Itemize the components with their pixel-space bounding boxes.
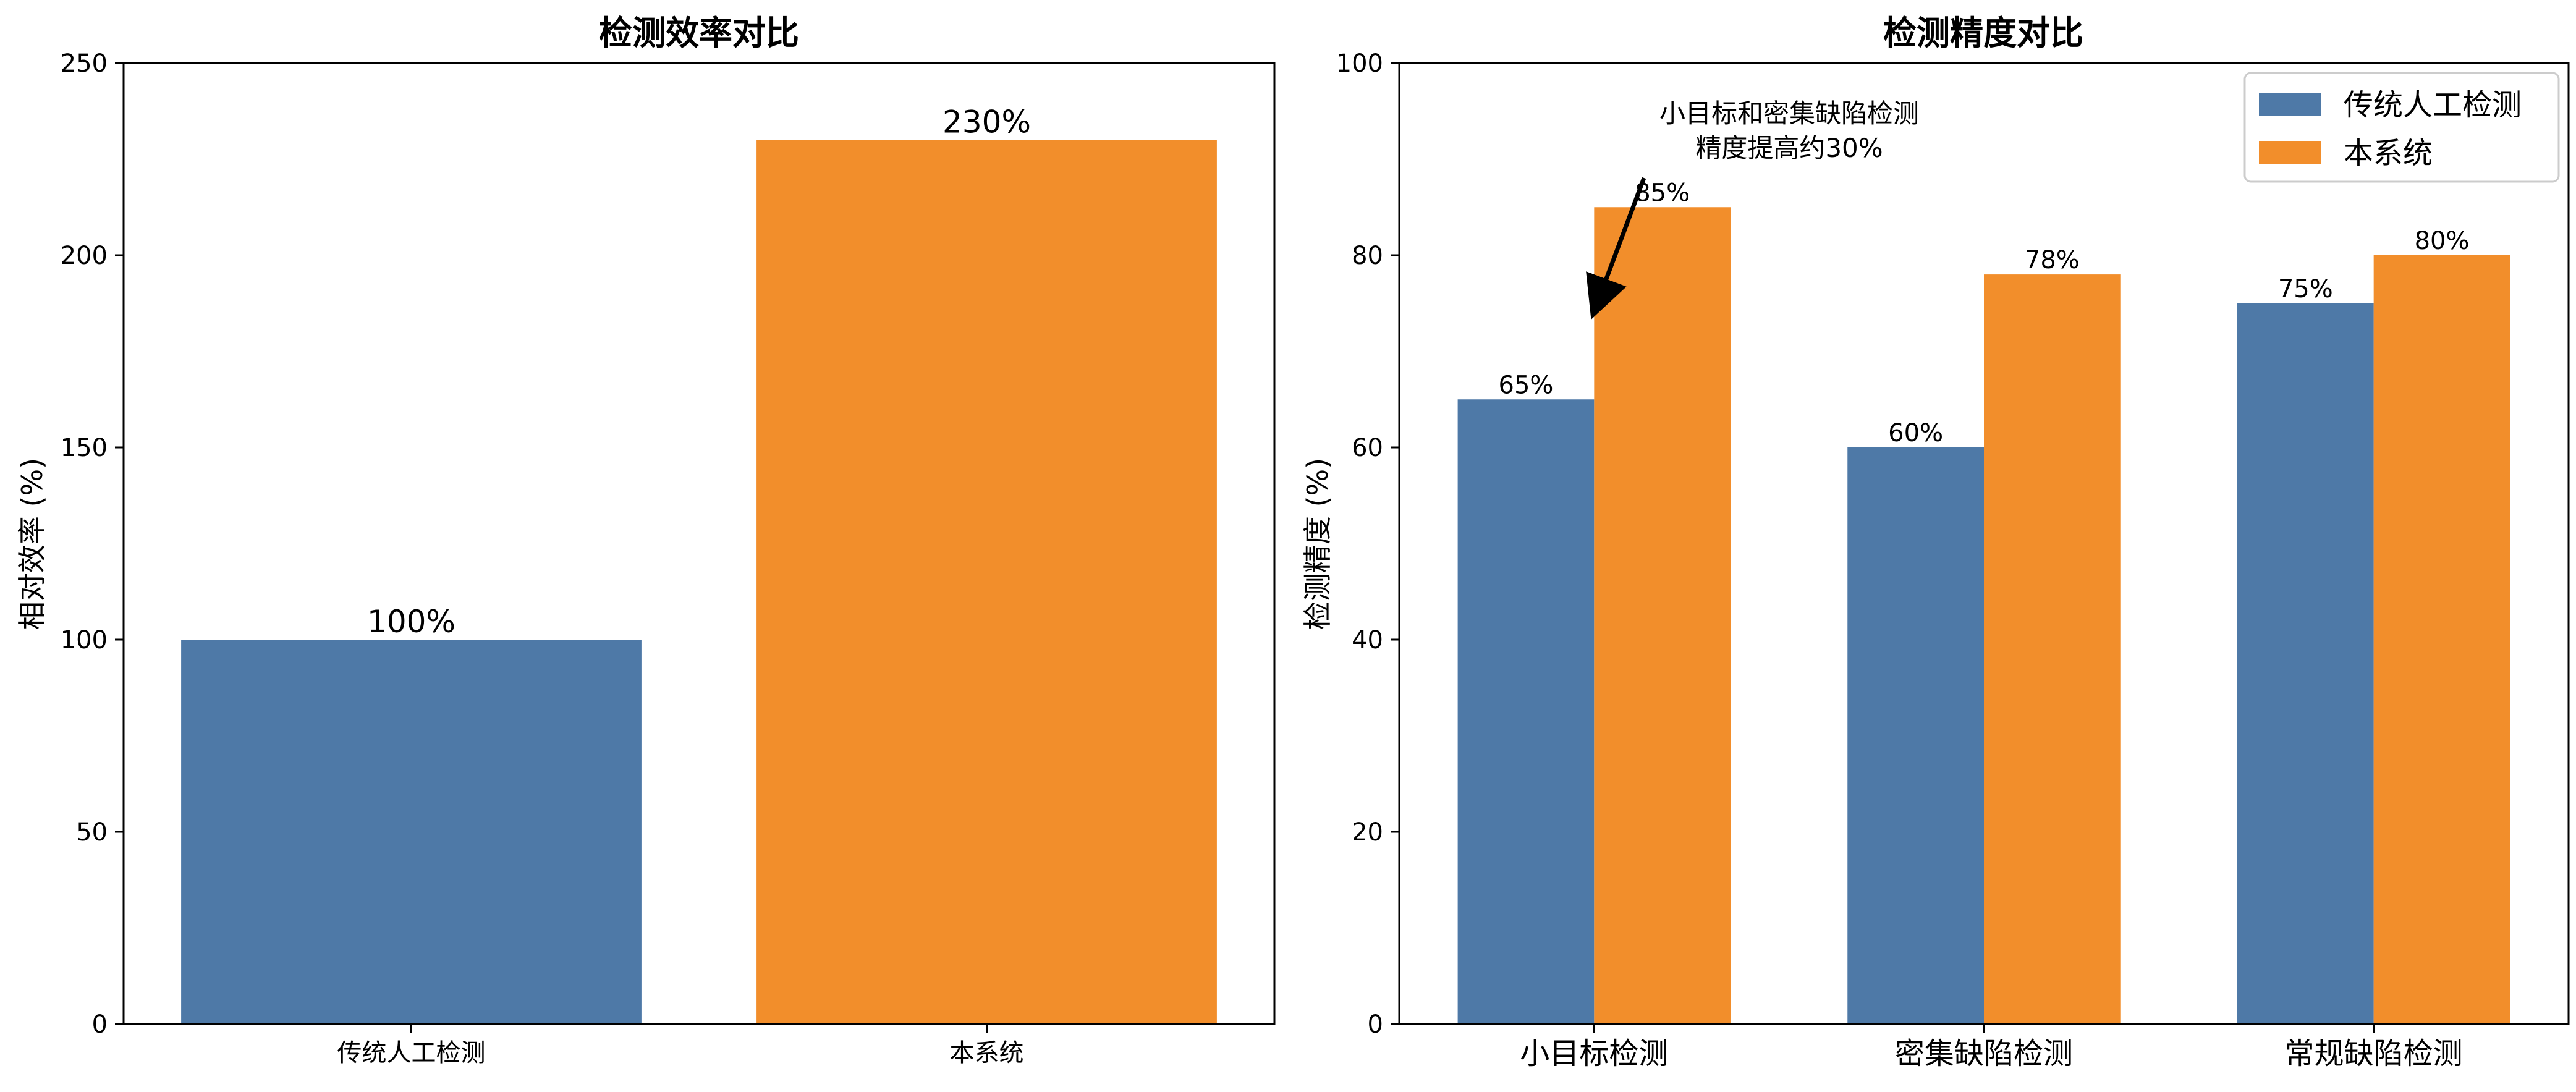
accuracy-bar-s0-c0 [1457,399,1595,1024]
legend-swatch-traditional [2259,93,2321,116]
efficiency-category-labels: 传统人工检测 本系统 [337,1024,1024,1067]
efficiency-bar-1 [756,140,1217,1024]
efficiency-category-label-0: 传统人工检测 [337,1039,486,1067]
efficiency-y-tick-label: 50 [76,818,108,847]
accuracy-plot-frame [1398,62,2570,1025]
accuracy-y-ticks: 0 20 40 60 80 100 [1336,49,1399,1039]
accuracy-category-labels: 小目标检测 密集缺陷检测 常规缺陷检测 [1520,1024,2463,1071]
efficiency-y-ticks: 0 50 100 150 200 250 [61,49,124,1039]
efficiency-y-axis-label: 相对效率 (%) [15,458,49,630]
efficiency-y-tick-label: 0 [92,1010,108,1039]
efficiency-bars [181,140,1217,1024]
efficiency-y-tick-label: 100 [61,626,108,654]
accuracy-value-label-s1-c1: 78% [2025,246,2080,274]
accuracy-y-tick-label: 80 [1352,242,1383,270]
accuracy-bar-s1-c0 [1594,207,1731,1024]
efficiency-category-label-1: 本系统 [950,1039,1024,1067]
efficiency-plot-frame [122,62,1276,1025]
accuracy-y-tick-label: 20 [1352,818,1383,847]
efficiency-chart-title: 检测效率对比 [599,14,799,53]
accuracy-category-label-2: 常规缺陷检测 [2285,1036,2463,1071]
annotation-line-2: 精度提高约30% [1695,133,1883,163]
accuracy-y-tick-label: 60 [1352,434,1383,462]
annotation-line-1: 小目标和密集缺陷检测 [1659,98,1919,129]
accuracy-bar-s1-c1 [1984,274,2121,1025]
accuracy-category-label-0: 小目标检测 [1520,1036,1668,1071]
accuracy-bars [1457,207,2510,1025]
accuracy-category-label-1: 密集缺陷检测 [1895,1036,2073,1071]
accuracy-y-tick-label: 40 [1352,626,1383,654]
accuracy-y-tick-label: 100 [1336,49,1383,78]
accuracy-y-tick-label: 0 [1368,1010,1383,1039]
legend-label-system: 本系统 [2344,136,2433,171]
accuracy-bar-s0-c2 [2237,303,2374,1024]
annotation-arrow [1586,177,1646,320]
efficiency-value-labels: 100% 230% [367,104,1031,640]
accuracy-value-label-s1-c2: 80% [2415,227,2470,255]
legend: 传统人工检测 本系统 [2243,72,2560,183]
efficiency-y-tick-label: 250 [61,49,108,78]
accuracy-bar-s1-c2 [2373,255,2510,1024]
accuracy-value-label-s0-c0: 65% [1499,371,1554,399]
efficiency-value-label-1: 230% [943,104,1031,140]
legend-swatch-system [2259,141,2321,164]
efficiency-y-tick-label: 150 [61,434,108,462]
legend-frame [2243,72,2560,183]
accuracy-bar-s0-c1 [1847,447,1984,1024]
accuracy-annotation: 小目标和密集缺陷检测 精度提高约30% [1586,98,1919,320]
efficiency-y-tick-label: 200 [61,242,108,270]
efficiency-chart: 检测效率对比 相对效率 (%) 0 50 100 150 200 250 100% 230%… [15,14,1276,1067]
accuracy-chart-title: 检测精度对比 [1883,14,2083,53]
accuracy-value-label-s0-c2: 75% [2278,275,2333,303]
accuracy-value-label-s0-c1: 60% [1888,419,1943,447]
accuracy-y-axis-label: 检测精度 (%) [1301,458,1334,630]
efficiency-bar-0 [181,640,642,1024]
legend-label-traditional: 传统人工检测 [2344,88,2522,122]
efficiency-value-label-0: 100% [367,604,455,640]
